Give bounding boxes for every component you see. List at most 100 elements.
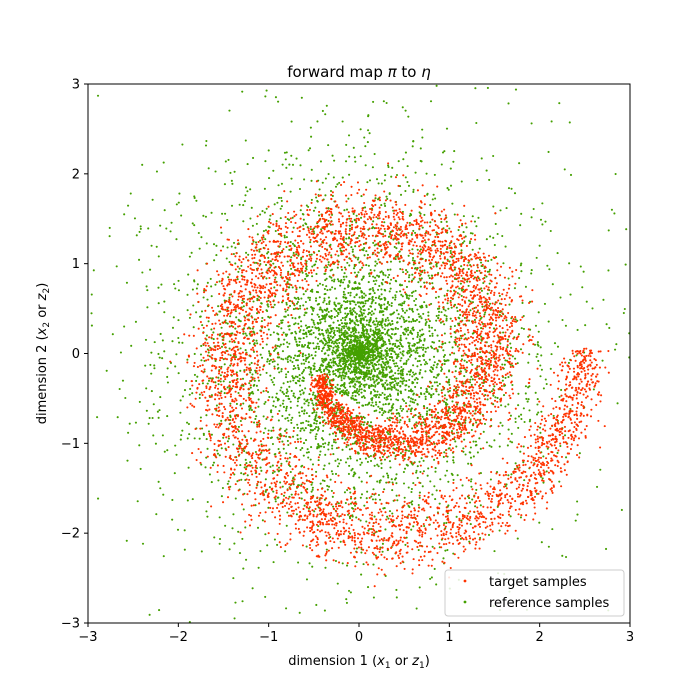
- reference-sample-point: [350, 340, 353, 344]
- reference-sample-point: [187, 466, 190, 469]
- reference-sample-point: [392, 403, 395, 406]
- reference-sample-point: [462, 382, 465, 385]
- reference-sample-point: [551, 528, 554, 531]
- reference-sample-point: [558, 395, 561, 398]
- reference-sample-point: [388, 416, 392, 419]
- reference-sample-point: [450, 335, 453, 338]
- reference-sample-point: [467, 392, 470, 395]
- reference-sample-point: [288, 385, 291, 388]
- reference-sample-point: [331, 353, 334, 356]
- reference-sample-point: [469, 480, 473, 483]
- reference-sample-point: [390, 313, 393, 316]
- reference-sample-point: [376, 323, 379, 326]
- reference-sample-point: [311, 275, 314, 278]
- reference-sample-point: [355, 293, 358, 296]
- reference-sample-point: [347, 513, 350, 516]
- reference-sample-point: [353, 473, 356, 476]
- reference-sample-point: [186, 421, 189, 424]
- reference-sample-point: [517, 333, 520, 336]
- reference-sample-point: [377, 339, 380, 342]
- reference-sample-point: [202, 296, 205, 299]
- reference-sample-point: [305, 451, 309, 454]
- reference-sample-point: [296, 301, 300, 304]
- reference-sample-point: [505, 319, 508, 322]
- reference-sample-point: [199, 416, 202, 419]
- reference-sample-point: [364, 206, 367, 209]
- reference-sample-point: [205, 438, 208, 441]
- reference-sample-point: [376, 390, 379, 393]
- reference-sample-point: [421, 328, 424, 331]
- reference-sample-point: [380, 338, 383, 341]
- reference-sample-point: [501, 363, 504, 366]
- reference-sample-point: [280, 199, 283, 202]
- reference-sample-point: [472, 440, 475, 443]
- reference-sample-point: [277, 196, 281, 200]
- reference-sample-point: [377, 275, 380, 278]
- reference-sample-point: [352, 368, 356, 371]
- reference-sample-point: [368, 425, 371, 428]
- reference-sample-point: [324, 329, 328, 332]
- reference-sample-point: [322, 424, 325, 427]
- reference-sample-point: [259, 213, 262, 216]
- reference-sample-point: [438, 502, 441, 505]
- reference-sample-point: [224, 212, 227, 215]
- reference-sample-point: [404, 328, 407, 331]
- reference-sample-point: [333, 301, 336, 304]
- reference-sample-point: [108, 226, 111, 229]
- reference-sample-point: [430, 576, 433, 579]
- reference-sample-point: [407, 254, 410, 257]
- reference-sample-point: [310, 333, 313, 336]
- reference-sample-point: [351, 394, 354, 397]
- reference-sample-point: [228, 381, 231, 384]
- reference-sample-point: [299, 209, 302, 212]
- reference-sample-point: [338, 181, 341, 184]
- reference-sample-point: [244, 332, 247, 335]
- reference-sample-point: [215, 404, 218, 407]
- reference-sample-point: [348, 532, 352, 535]
- reference-sample-point: [283, 236, 286, 239]
- reference-sample-point: [476, 179, 479, 182]
- scatter-layer: [90, 84, 631, 624]
- reference-sample-point: [205, 456, 208, 459]
- reference-sample-point: [496, 396, 499, 400]
- reference-sample-point: [388, 460, 391, 463]
- reference-sample-point: [228, 296, 231, 299]
- reference-sample-point: [334, 389, 337, 393]
- reference-sample-point: [474, 87, 477, 90]
- reference-sample-point: [307, 456, 310, 459]
- reference-sample-point: [309, 431, 312, 434]
- reference-sample-point: [186, 499, 189, 502]
- reference-sample-point: [493, 385, 496, 388]
- reference-sample-point: [378, 401, 381, 404]
- reference-sample-point: [368, 292, 371, 296]
- reference-sample-point: [295, 447, 298, 450]
- reference-sample-point: [251, 373, 254, 376]
- reference-sample-point: [302, 392, 305, 395]
- reference-sample-point: [412, 319, 415, 322]
- reference-sample-point: [408, 418, 411, 421]
- reference-sample-point: [514, 420, 517, 424]
- reference-sample-point: [242, 305, 245, 308]
- reference-sample-point: [276, 496, 279, 499]
- reference-sample-point: [407, 276, 411, 279]
- reference-sample-point: [266, 269, 269, 272]
- reference-sample-point: [369, 392, 372, 395]
- reference-sample-point: [315, 414, 318, 417]
- reference-sample-point: [381, 373, 384, 376]
- reference-sample-point: [360, 573, 363, 576]
- reference-sample-point: [276, 543, 279, 546]
- reference-sample-point: [214, 283, 217, 286]
- reference-sample-point: [276, 367, 279, 370]
- reference-sample-point: [336, 266, 339, 269]
- reference-sample-point: [357, 305, 361, 308]
- reference-sample-point: [307, 404, 310, 407]
- reference-sample-point: [379, 443, 382, 446]
- reference-sample-point: [509, 440, 512, 443]
- reference-sample-point: [623, 307, 626, 311]
- reference-sample-point: [262, 390, 265, 393]
- reference-sample-point: [348, 173, 351, 176]
- reference-sample-point: [405, 359, 408, 363]
- reference-sample-point: [285, 166, 288, 169]
- reference-sample-point: [423, 358, 426, 362]
- reference-sample-point: [188, 393, 191, 396]
